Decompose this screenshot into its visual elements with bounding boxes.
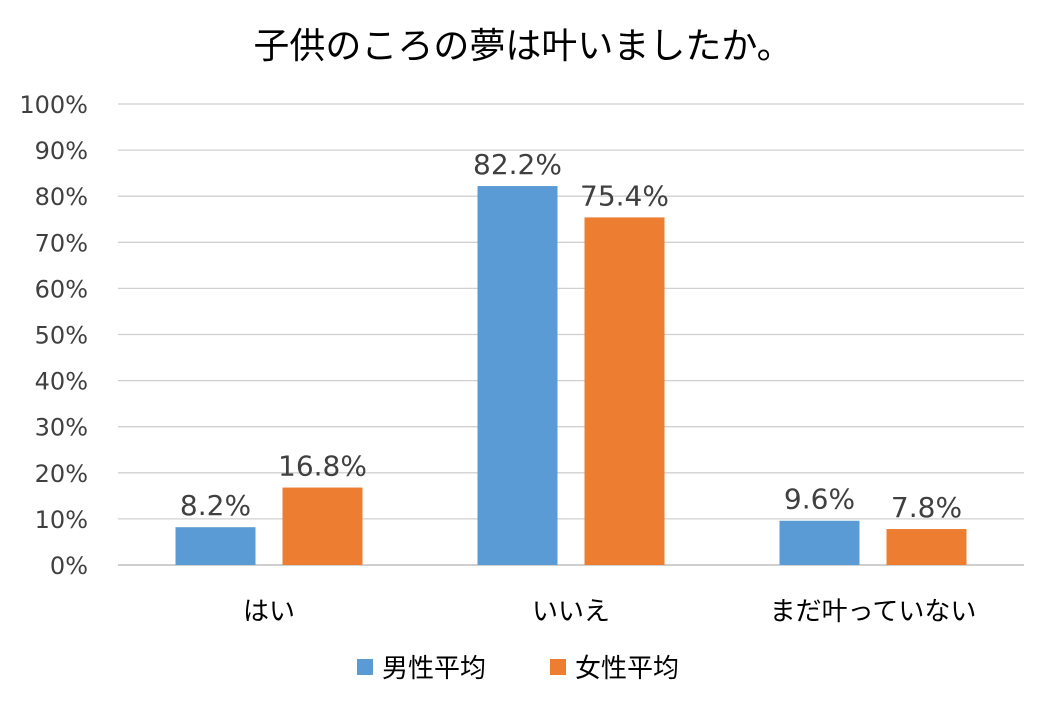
y-tick-label: 20% bbox=[35, 460, 88, 488]
y-tick-label: 100% bbox=[19, 91, 88, 119]
legend-swatch-male bbox=[357, 659, 373, 675]
data-label: 8.2% bbox=[180, 489, 251, 522]
y-tick-label: 60% bbox=[35, 275, 88, 303]
legend-swatch-female bbox=[550, 659, 566, 675]
y-tick-label: 30% bbox=[35, 414, 88, 442]
y-axis-ticks: 0% 10% 20% 30% 40% 50% 60% 70% 80% 90% 100% bbox=[19, 91, 88, 580]
y-tick-label: 0% bbox=[50, 552, 88, 580]
x-category-label: まだ叶っていない bbox=[770, 597, 977, 627]
bar bbox=[779, 520, 860, 565]
y-tick-label: 80% bbox=[35, 183, 88, 211]
bar bbox=[477, 186, 558, 566]
x-category-label: いいえ bbox=[532, 597, 610, 627]
legend-label-male: 男性平均 bbox=[382, 654, 486, 684]
bar bbox=[282, 487, 363, 565]
gridlines bbox=[118, 103, 1024, 566]
y-tick-label: 70% bbox=[35, 229, 88, 257]
legend: 男性平均 女性平均 bbox=[357, 654, 679, 684]
bar bbox=[175, 527, 256, 565]
x-axis-categories: はい いいえ まだ叶っていない bbox=[243, 597, 976, 627]
data-label: 82.2% bbox=[473, 148, 562, 181]
data-labels: 8.2% 16.8% 82.2% 75.4% 9.6% 7.8% bbox=[180, 148, 962, 524]
data-label: 7.8% bbox=[891, 491, 962, 524]
y-tick-label: 50% bbox=[35, 322, 88, 350]
y-tick-label: 10% bbox=[35, 506, 88, 534]
data-label: 75.4% bbox=[580, 179, 669, 212]
legend-label-female: 女性平均 bbox=[575, 654, 679, 684]
data-label: 16.8% bbox=[278, 450, 367, 483]
bar bbox=[584, 217, 665, 565]
y-tick-label: 40% bbox=[35, 368, 88, 396]
data-label: 9.6% bbox=[784, 483, 855, 516]
bar bbox=[886, 529, 967, 565]
x-category-label: はい bbox=[243, 597, 295, 627]
chart-title: 子供のころの夢は叶いましたか。 bbox=[253, 26, 792, 67]
bars bbox=[175, 186, 967, 566]
y-tick-label: 90% bbox=[35, 137, 88, 165]
